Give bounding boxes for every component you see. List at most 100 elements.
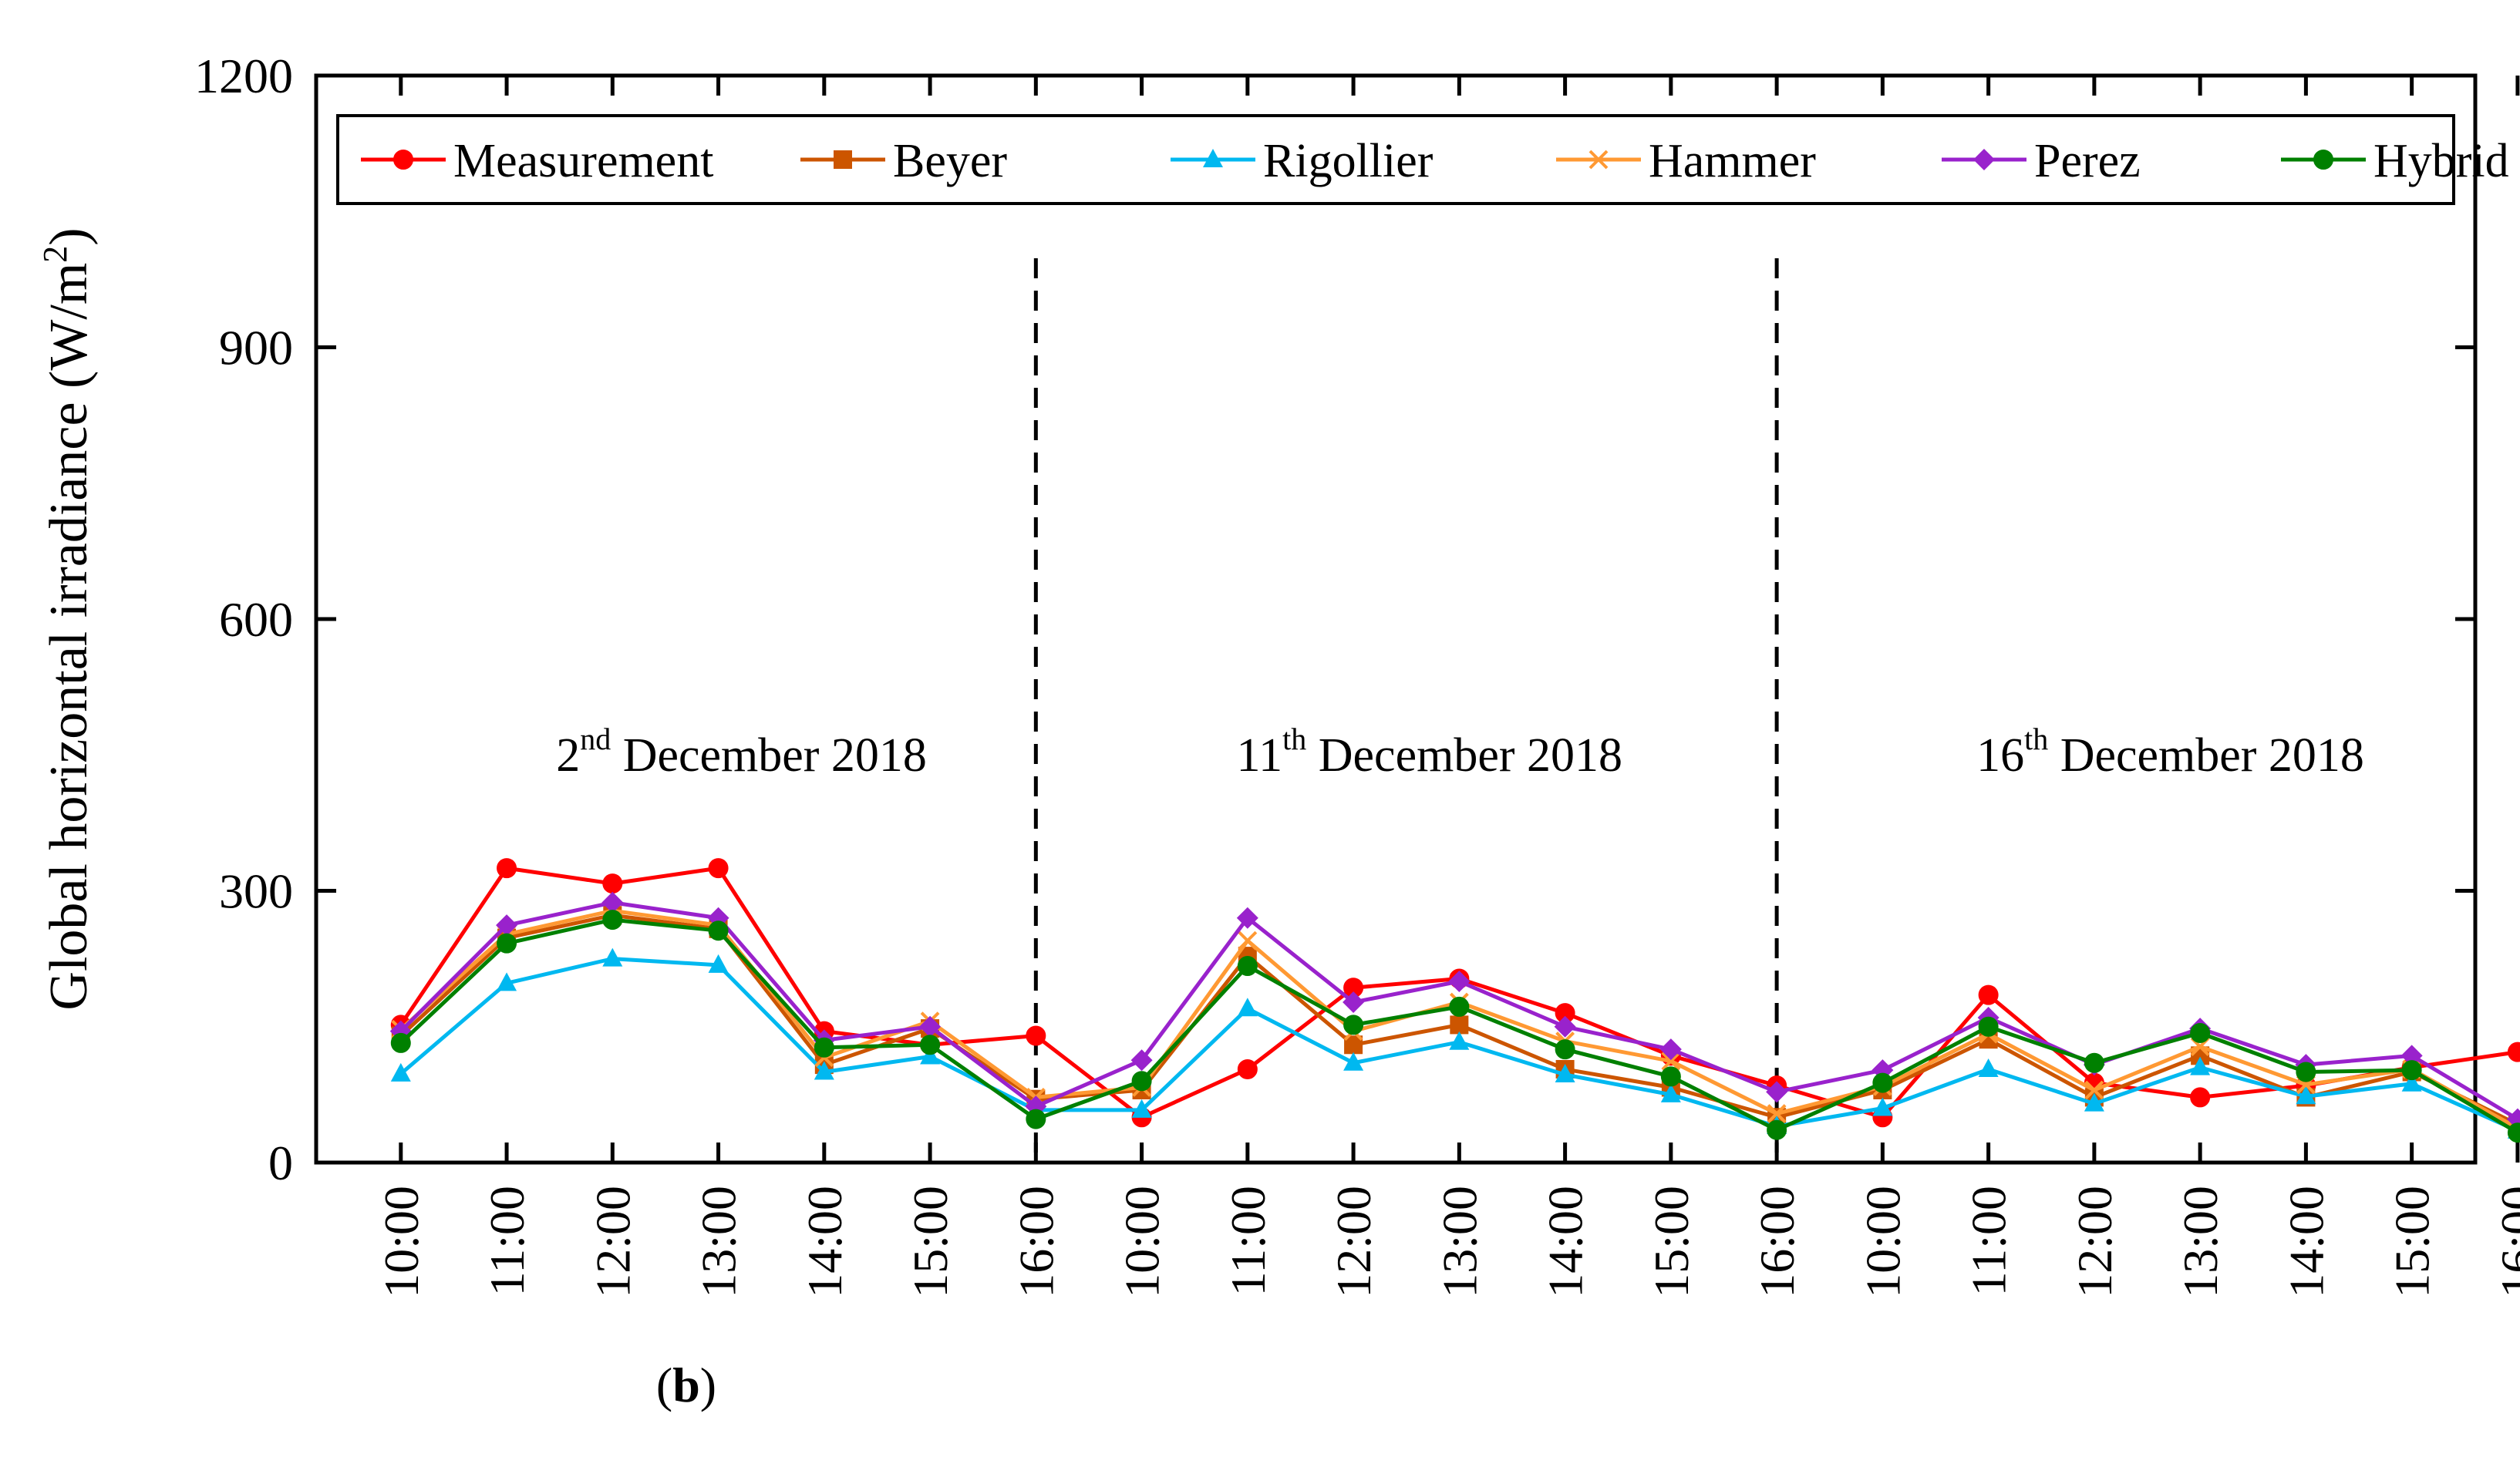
point-rigollier	[390, 1062, 411, 1082]
point-hybrid	[2296, 1062, 2316, 1082]
point-rigollier	[602, 947, 623, 967]
point-measurement	[602, 873, 623, 894]
legend-label-perez: Perez	[2034, 135, 2141, 187]
point-perez	[1766, 1081, 1788, 1103]
day-label: 16th December 2018	[1976, 722, 2364, 782]
point-hammer	[1767, 1104, 1787, 1123]
point-measurement	[2507, 1042, 2520, 1062]
point-hammer	[1238, 931, 1258, 951]
y-tick-label: 300	[219, 864, 293, 919]
point-measurement	[497, 858, 517, 879]
x-tick-label: 14:00	[1538, 1186, 1593, 1298]
point-rigollier	[920, 1045, 941, 1065]
x-tick-label: 12:00	[1326, 1186, 1381, 1298]
point-rigollier	[2084, 1092, 2104, 1112]
point-hammer	[2084, 1080, 2104, 1100]
legend-marker-perez	[1973, 149, 1995, 170]
point-hybrid	[708, 920, 729, 941]
legend-marker-hammer-b	[1588, 150, 1609, 170]
point-perez	[1130, 1049, 1153, 1072]
y-tick-label: 0	[268, 1136, 293, 1190]
series-line-measurement	[399, 866, 2518, 1119]
point-hybrid	[602, 910, 623, 931]
point-hammer-b	[1661, 1051, 1681, 1071]
point-rigollier	[1978, 1058, 1999, 1077]
point-rigollier	[2401, 1072, 2422, 1092]
point-hybrid	[920, 1035, 941, 1055]
point-perez	[1659, 1038, 1682, 1061]
x-tick-label: 11:00	[480, 1186, 534, 1296]
x-tick-label: 10:00	[1115, 1186, 1170, 1298]
point-rigollier	[1555, 1064, 1575, 1083]
x-tick-label: 11:00	[1221, 1186, 1275, 1296]
point-rigollier	[1872, 1097, 1893, 1116]
point-measurement	[1237, 1058, 1258, 1079]
x-tick-label: 13:00	[2173, 1186, 2228, 1298]
point-hybrid	[1343, 1015, 1364, 1035]
point-rigollier	[497, 972, 517, 991]
point-perez	[2400, 1045, 2423, 1067]
subfigure-caption: (b)	[655, 1358, 717, 1412]
legend-label-measurement: Measurement	[453, 135, 713, 187]
point-perez	[919, 1015, 942, 1038]
point-rigollier	[1237, 998, 1258, 1017]
legend-marker-rigollier	[1203, 149, 1223, 167]
point-hybrid	[2190, 1022, 2211, 1043]
x-tick-label: 14:00	[797, 1186, 852, 1298]
x-tick-label: 14:00	[2279, 1186, 2333, 1298]
x-tick-label: 16:00	[1750, 1186, 1804, 1298]
legend-label-beyer: Beyer	[893, 135, 1007, 187]
point-measurement	[1978, 984, 1999, 1005]
legend-marker-measurement	[393, 150, 413, 170]
y-tick-label: 1200	[194, 49, 293, 103]
point-hybrid	[2507, 1122, 2520, 1143]
point-rigollier	[1343, 1052, 1364, 1071]
point-perez	[1554, 1015, 1576, 1038]
point-rigollier	[1449, 1031, 1470, 1050]
day-label: 2nd December 2018	[556, 722, 927, 782]
x-tick-label: 10:00	[374, 1186, 429, 1298]
legend-label-rigollier: Rigollier	[1263, 135, 1434, 187]
point-perez	[1343, 991, 1365, 1014]
x-tick-label: 15:00	[1644, 1186, 1699, 1298]
point-perez	[1448, 971, 1471, 992]
legend-box	[336, 114, 2455, 205]
x-tick-label: 15:00	[2385, 1186, 2440, 1298]
legend-marker-beyer	[834, 150, 852, 169]
day-label: 11th December 2018	[1236, 722, 1622, 782]
plot-frame	[314, 73, 2478, 1165]
point-perez	[601, 891, 624, 914]
point-measurement	[708, 858, 729, 879]
point-hybrid	[1660, 1066, 1681, 1087]
point-measurement	[1026, 1025, 1046, 1046]
point-rigollier	[2190, 1056, 2211, 1075]
point-rigollier	[1660, 1083, 1681, 1102]
legend-marker-hybrid	[2313, 150, 2333, 170]
point-hybrid	[2084, 1052, 2104, 1073]
point-hybrid	[1026, 1109, 1046, 1129]
point-rigollier	[2296, 1085, 2316, 1105]
x-tick-label: 11:00	[1962, 1186, 2016, 1296]
y-tick-label: 600	[219, 592, 293, 647]
x-tick-label: 16:00	[2491, 1186, 2520, 1298]
y-axis-label: Global horizontal irradiance (W/m2)	[36, 227, 99, 1010]
point-hammer-b	[1767, 1104, 1787, 1123]
subfigure-letter: b	[672, 1358, 700, 1412]
x-tick-label: 13:00	[692, 1186, 746, 1298]
x-tick-label: 10:00	[1855, 1186, 1910, 1298]
point-beyer	[1450, 1015, 1469, 1035]
legend-label-hybrid: Hybrid	[2373, 135, 2509, 187]
point-hybrid	[1872, 1072, 1893, 1093]
point-hybrid	[814, 1037, 834, 1058]
point-rigollier	[814, 1061, 834, 1080]
x-tick-label: 12:00	[2067, 1186, 2122, 1298]
point-perez	[496, 914, 518, 937]
point-hammer-b	[2084, 1080, 2104, 1100]
point-hammer-b	[1238, 931, 1258, 951]
legend-marker-hammer	[1588, 150, 1609, 170]
point-hybrid	[497, 933, 517, 954]
x-tick-label: 16:00	[1009, 1186, 1063, 1298]
x-tick-label: 12:00	[585, 1186, 640, 1298]
point-perez	[1236, 907, 1258, 929]
